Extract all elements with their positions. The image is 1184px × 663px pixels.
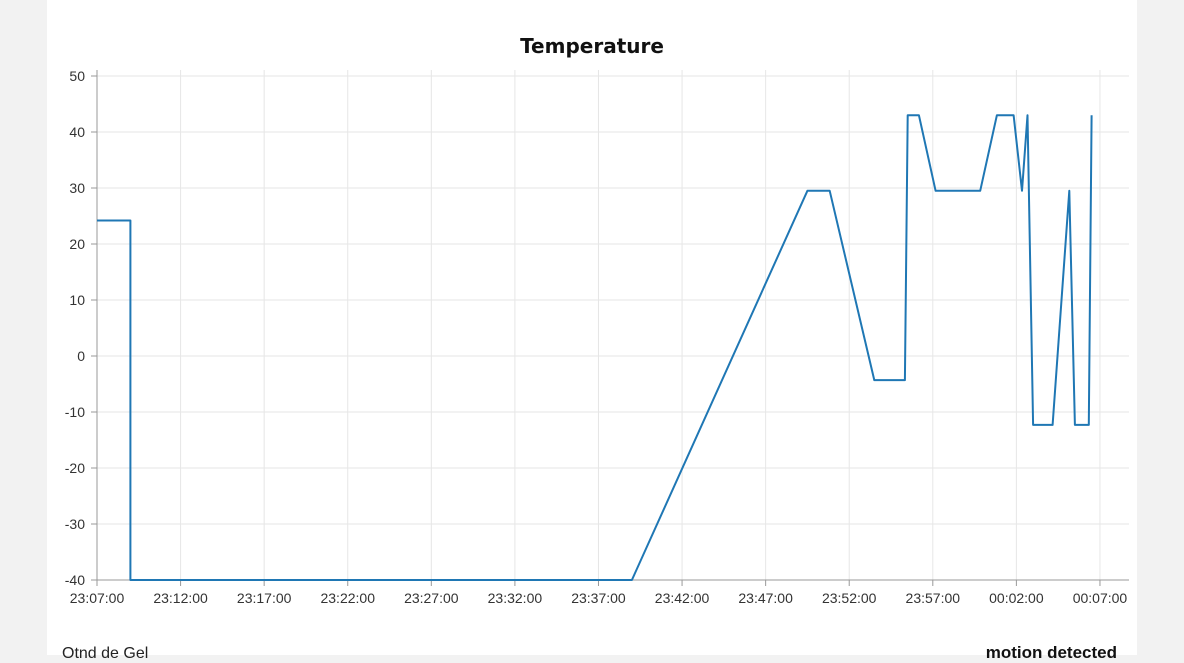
x-tick-label: 23:37:00	[571, 590, 626, 606]
footer-left-label: Otnd de Gel	[62, 645, 149, 662]
grid-lines	[96, 70, 1129, 581]
x-tick-label: 23:27:00	[404, 590, 459, 606]
y-tick-label: 10	[69, 292, 85, 308]
temperature-chart: 50 40 30 20 10 0 -10 -20 -30 -40 23:07:00 23:12:00…	[65, 68, 1129, 606]
y-tick-label: -40	[65, 572, 85, 588]
x-tick-label: 23:47:00	[738, 590, 793, 606]
x-tick-label: 00:07:00	[1073, 590, 1128, 606]
y-tick-label: 40	[69, 124, 85, 140]
x-tick-label: 23:32:00	[488, 590, 543, 606]
y-tick-label: -30	[65, 516, 85, 532]
chart-title: Temperature	[520, 34, 664, 58]
footer-right-label: motion detected	[985, 643, 1117, 662]
x-tick-label: 00:02:00	[989, 590, 1044, 606]
y-axis-ticks: 50 40 30 20 10 0 -10 -20 -30 -40	[65, 68, 97, 588]
y-tick-label: 0	[77, 348, 85, 364]
y-tick-label: 50	[69, 68, 85, 84]
x-axis-ticks: 23:07:00 23:12:00 23:17:00 23:22:00 23:27:00…	[70, 580, 1128, 606]
x-tick-label: 23:22:00	[320, 590, 375, 606]
x-tick-label: 23:42:00	[655, 590, 710, 606]
y-tick-label: 30	[69, 180, 85, 196]
y-tick-label: -10	[65, 404, 85, 420]
temperature-series-line	[97, 114, 1093, 581]
series-layer	[97, 114, 1093, 581]
x-tick-label: 23:17:00	[237, 590, 292, 606]
y-tick-label: 20	[69, 236, 85, 252]
x-tick-label: 23:52:00	[822, 590, 877, 606]
x-tick-label: 23:12:00	[153, 590, 208, 606]
x-tick-label: 23:57:00	[906, 590, 961, 606]
chart-card	[47, 0, 1137, 655]
y-tick-label: -20	[65, 460, 85, 476]
x-tick-label: 23:07:00	[70, 590, 125, 606]
